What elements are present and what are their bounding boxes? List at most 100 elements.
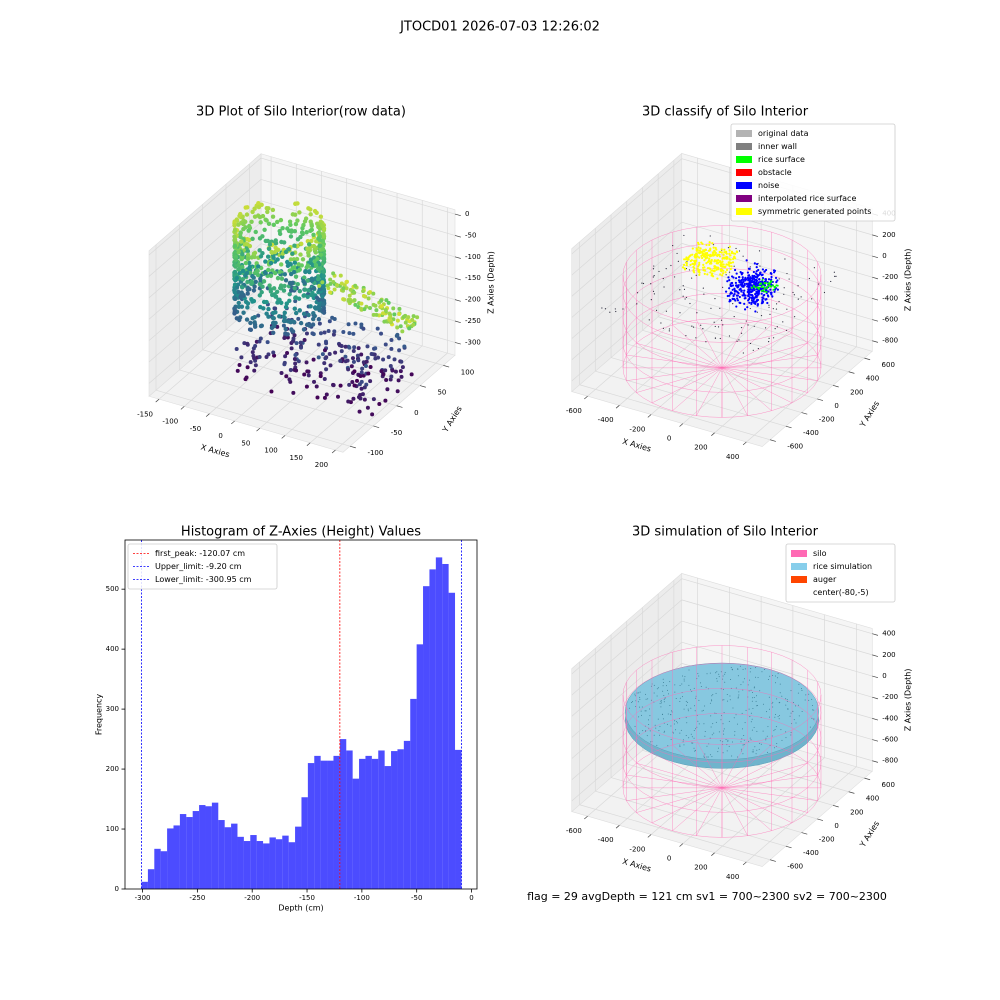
decor-point: [288, 257, 294, 262]
decor-point: [383, 342, 388, 347]
decor-point: [302, 219, 308, 224]
silo-wire: [636, 342, 723, 369]
decor-point: [704, 730, 706, 732]
decor-point: [745, 709, 747, 711]
decor-point: [748, 741, 750, 743]
decor-point: [679, 289, 681, 291]
decor-point: [743, 743, 745, 745]
decor-point: [808, 277, 810, 280]
decor-point: [722, 723, 724, 725]
decor-point: [769, 291, 772, 294]
decor-point: [727, 700, 729, 702]
decor-point: [264, 218, 269, 223]
silo-wire: [636, 787, 723, 813]
decor-point: [698, 271, 701, 274]
decor-point: [638, 716, 640, 718]
decor-point: [786, 272, 788, 275]
decor-point: [244, 317, 250, 322]
silo-wire: [672, 744, 723, 789]
decor-point: [688, 669, 690, 671]
decor-point: [711, 756, 713, 758]
decor-point: [729, 695, 731, 697]
decor-point: [753, 696, 755, 698]
decor-point: [787, 708, 789, 710]
decor-point: [685, 261, 688, 265]
decor-point: [662, 678, 664, 680]
y-tick-label: -100: [367, 449, 383, 457]
decor-point: [649, 730, 651, 732]
decor-point: [693, 266, 696, 270]
y-tick-label: 400: [866, 375, 879, 383]
decor-point: [685, 335, 687, 337]
decor-point: [725, 255, 728, 258]
decor-point: [237, 317, 242, 323]
y-tick-label: -50: [391, 429, 402, 437]
decor-point: [717, 261, 720, 264]
decor-point: [662, 685, 664, 687]
decor-point: [685, 296, 688, 299]
decor-point: [691, 277, 693, 279]
z-tick-label: -150: [465, 274, 481, 282]
bar: [359, 758, 366, 889]
grid-line: [209, 316, 322, 414]
decor-point: [741, 712, 743, 714]
decor-point: [636, 292, 639, 294]
grid-line: [571, 158, 682, 255]
decor-point: [632, 701, 634, 703]
decor-point: [287, 291, 292, 297]
decor-point: [769, 285, 772, 288]
bar: [192, 811, 200, 889]
decor-point: [727, 740, 729, 742]
decor-point: [720, 715, 722, 717]
x-tick-label: -150: [299, 894, 315, 902]
decor-point: [757, 676, 759, 678]
tick-mark: [872, 255, 879, 259]
decor-point: [657, 718, 659, 720]
z-tick-label: 200: [882, 651, 895, 659]
decor-point: [705, 341, 707, 343]
decor-point: [723, 733, 725, 735]
decor-point: [339, 349, 344, 354]
decor-point: [379, 304, 384, 309]
decor-point: [760, 314, 763, 317]
decor-point: [364, 359, 369, 364]
silo-wire: [721, 367, 793, 404]
decor-point: [777, 673, 779, 675]
decor-point: [751, 751, 753, 753]
decor-point: [761, 268, 765, 271]
decor-point: [251, 288, 257, 293]
decor-point: [236, 267, 241, 272]
decor-point: [653, 293, 655, 295]
decor-point: [693, 260, 696, 263]
decor-point: [236, 289, 241, 295]
decor-point: [765, 737, 767, 739]
decor-point: [362, 307, 367, 312]
decor-point: [734, 252, 737, 255]
decor-point: [743, 308, 747, 311]
silo-wire: [721, 787, 772, 831]
decor-point: [648, 708, 650, 710]
decor-point: [726, 694, 728, 696]
decor-point: [682, 263, 686, 266]
decor-point: [281, 318, 287, 324]
decor-point: [703, 756, 705, 758]
decor-point: [317, 321, 322, 326]
tick-mark: [817, 398, 824, 401]
decor-point: [652, 268, 655, 270]
decor-point: [306, 312, 311, 318]
decor-point: [763, 281, 766, 284]
decor-point: [653, 275, 655, 277]
decor-point: [750, 302, 753, 306]
decor-point: [808, 693, 810, 695]
decor-point: [268, 289, 274, 294]
tick-mark: [331, 449, 336, 454]
bar: [307, 763, 315, 889]
decor-point: [765, 739, 767, 741]
decor-point: [801, 710, 803, 712]
decor-point: [250, 209, 255, 215]
decor-point: [278, 217, 284, 223]
decor-point: [392, 312, 397, 317]
decor-point: [722, 752, 724, 754]
tick-mark: [872, 319, 879, 322]
decor-point: [402, 344, 407, 349]
